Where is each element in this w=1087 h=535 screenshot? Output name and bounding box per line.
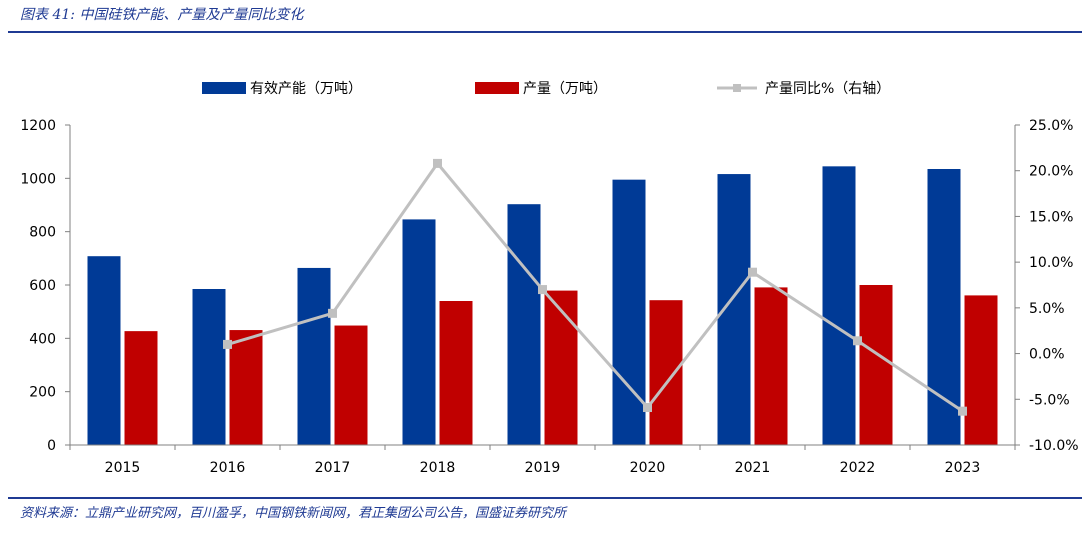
right-tick-label: 15.0% <box>1029 209 1073 225</box>
left-tick-label: 600 <box>29 278 56 294</box>
yoy-point <box>538 285 547 295</box>
yoy-polyline <box>227 160 964 413</box>
capacity-bar <box>297 267 331 445</box>
capacity-bar <box>927 169 961 445</box>
capacity-bar <box>87 256 121 445</box>
yoy-line <box>223 158 967 416</box>
production-bar <box>439 301 473 445</box>
production-bar <box>964 295 998 445</box>
legend-swatch <box>475 82 519 94</box>
yoy-point <box>433 158 442 168</box>
figure-source: 资料来源：立鼎产业研究网，百川盈孚，中国钢铁新闻网，君正集团公司公告，国盛证券研… <box>20 506 567 521</box>
yoy-point <box>958 406 967 416</box>
legend-label: 产量（万吨） <box>523 81 607 97</box>
source-divider <box>8 497 1082 499</box>
figure-title: 图表 41: 中国硅铁产能、产量及产量同比变化 <box>20 7 304 23</box>
production-bar <box>334 325 368 445</box>
production-bar <box>859 285 893 445</box>
capacity-bar <box>192 289 226 445</box>
left-tick-label: 400 <box>29 331 56 347</box>
yoy-point <box>328 308 337 318</box>
right-tick-label: 5.0% <box>1029 301 1065 317</box>
capacity-bar <box>612 179 646 445</box>
x-axis: 2015 2016 2017 2018 2019 2020 2021 2022 2023 <box>69 444 1016 476</box>
bars <box>87 166 998 446</box>
title-divider <box>8 31 1082 33</box>
left-axis: 0 200 400 600 800 1000 1200 <box>20 118 71 454</box>
production-bar <box>754 287 788 445</box>
x-tick-label: 2018 <box>420 460 456 476</box>
capacity-bar <box>507 204 541 445</box>
capacity-bar <box>822 166 856 446</box>
left-tick-label: 800 <box>29 225 56 241</box>
left-tick-label: 200 <box>29 385 56 401</box>
legend-marker <box>733 84 741 92</box>
legend-swatch <box>202 82 246 94</box>
production-bar <box>649 300 683 445</box>
legend-label: 有效产能（万吨） <box>250 81 362 97</box>
x-tick-label: 2016 <box>210 460 246 476</box>
left-tick-label: 0 <box>47 438 56 454</box>
x-tick-label: 2015 <box>105 460 141 476</box>
production-bar <box>124 331 158 445</box>
production-bar <box>229 330 263 445</box>
x-tick-label: 2017 <box>315 460 351 476</box>
x-tick-label: 2021 <box>735 460 771 476</box>
right-tick-label: 25.0% <box>1029 118 1073 134</box>
x-tick-label: 2023 <box>945 460 981 476</box>
right-axis: -10.0% -5.0% 0.0% 5.0% 10.0% 15.0% 20.0% 25.0% <box>1014 118 1079 454</box>
x-tick-label: 2022 <box>840 460 876 476</box>
right-tick-label: 0.0% <box>1029 347 1065 363</box>
x-tick-label: 2020 <box>630 460 666 476</box>
x-tick-label: 2019 <box>525 460 561 476</box>
right-tick-label: 10.0% <box>1029 255 1073 271</box>
production-bar <box>544 290 578 445</box>
left-tick-label: 1200 <box>20 118 56 134</box>
legend: 有效产能（万吨） 产量（万吨） 产量同比%（右轴） <box>202 81 890 97</box>
yoy-point <box>748 267 757 277</box>
legend-label: 产量同比%（右轴） <box>765 81 890 97</box>
yoy-point <box>853 336 862 346</box>
left-tick-label: 1000 <box>20 171 56 187</box>
capacity-bar <box>402 219 436 445</box>
yoy-point <box>643 403 652 413</box>
right-tick-label: 20.0% <box>1029 164 1073 180</box>
right-tick-label: -10.0% <box>1029 438 1079 454</box>
yoy-point <box>223 339 232 349</box>
right-tick-label: -5.0% <box>1029 392 1070 408</box>
